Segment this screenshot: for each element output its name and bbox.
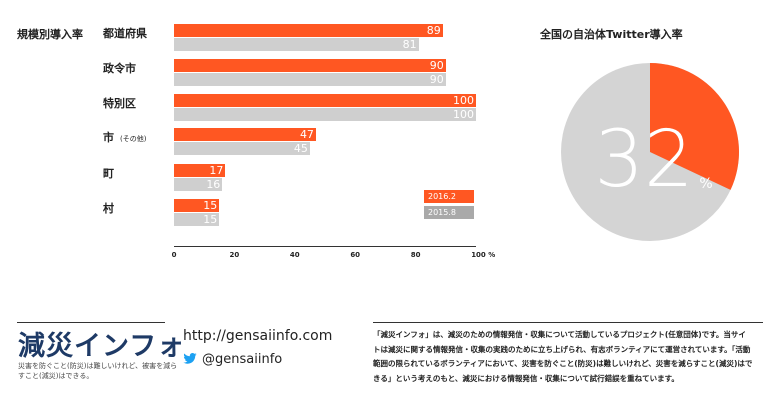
category-name: 村 [103, 202, 114, 215]
footer-description: 「減災インフォ」は、減災のための情報発信・収集について活動しているプロジェクト(… [373, 330, 753, 383]
bar-value-label: 17 [209, 164, 224, 177]
bar-previous: 90 [174, 73, 446, 86]
logo: 減災インフォ [18, 331, 186, 362]
bar-previous: 81 [174, 38, 419, 51]
bar-current: 17 [174, 164, 226, 177]
bar-value-label: 81 [402, 38, 417, 51]
category-note: (その他) [120, 135, 147, 143]
bar-chart-title: 規模別導入率 [17, 28, 83, 41]
bar-value-label: 16 [206, 178, 221, 191]
x-tick-label: 60 [350, 251, 361, 259]
category-label: 都道府県 [103, 25, 147, 41]
footer-divider-left [17, 322, 165, 323]
bar-value-label: 47 [299, 128, 314, 141]
category-name: 市 [103, 131, 114, 144]
bar-value-label: 45 [293, 142, 308, 155]
pie-chart: 32 % [561, 63, 739, 241]
x-axis-line [174, 246, 476, 247]
bar-previous: 45 [174, 142, 310, 155]
bar-value-label: 89 [426, 24, 441, 37]
bar-current: 47 [174, 128, 316, 141]
bar-value-label: 90 [429, 59, 444, 72]
category-name: 町 [103, 167, 114, 180]
bar-current: 90 [174, 59, 446, 72]
category-label: 町 [103, 165, 114, 181]
bar-previous: 15 [174, 213, 220, 226]
twitter-handle: @gensaiinfo [202, 352, 283, 367]
legend-2016-2: 2016.2 [424, 190, 474, 203]
x-tick-label: 40 [289, 251, 300, 259]
twitter-bird-icon [183, 353, 197, 364]
bar-previous: 100 [174, 108, 476, 121]
bar-current: 15 [174, 199, 220, 212]
category-name: 都道府県 [103, 27, 147, 40]
legend-2015-8: 2015.8 [424, 206, 474, 219]
x-tick-label: 0 [171, 251, 177, 259]
category-name: 政令市 [103, 62, 136, 75]
pie-unit-label: % [699, 176, 712, 192]
category-label: 市 (その他) [103, 129, 146, 145]
pie-value-label: 32 [594, 115, 693, 205]
site-url-link[interactable]: http://gensaiinfo.com [183, 328, 333, 344]
x-tick-label: 80 [410, 251, 421, 259]
x-tick-label: 100 % [471, 251, 496, 259]
bar-value-label: 15 [203, 199, 218, 212]
bar-value-label: 100 [453, 108, 474, 121]
category-label: 特別区 [103, 95, 136, 111]
bar-value-label: 90 [429, 73, 444, 86]
category-label: 政令市 [103, 60, 136, 76]
bar-value-label: 15 [203, 213, 218, 226]
twitter-link[interactable]: @gensaiinfo [183, 352, 282, 367]
bar-current: 100 [174, 94, 476, 107]
footer-divider-right [373, 322, 763, 323]
logo-tagline: 災害を防ぐこと(防災)は難しいけれど、被害を減らすこと(減災)はできる。 [18, 362, 178, 380]
category-label: 村 [103, 200, 114, 216]
x-tick-label: 20 [229, 251, 240, 259]
bar-value-label: 100 [453, 94, 474, 107]
bar-previous: 16 [174, 178, 223, 191]
bar-current: 89 [174, 24, 443, 37]
pie-slice-highlight [650, 63, 739, 190]
pie-chart-title: 全国の自治体Twitter導入率 [540, 28, 683, 41]
category-name: 特別区 [103, 97, 136, 110]
